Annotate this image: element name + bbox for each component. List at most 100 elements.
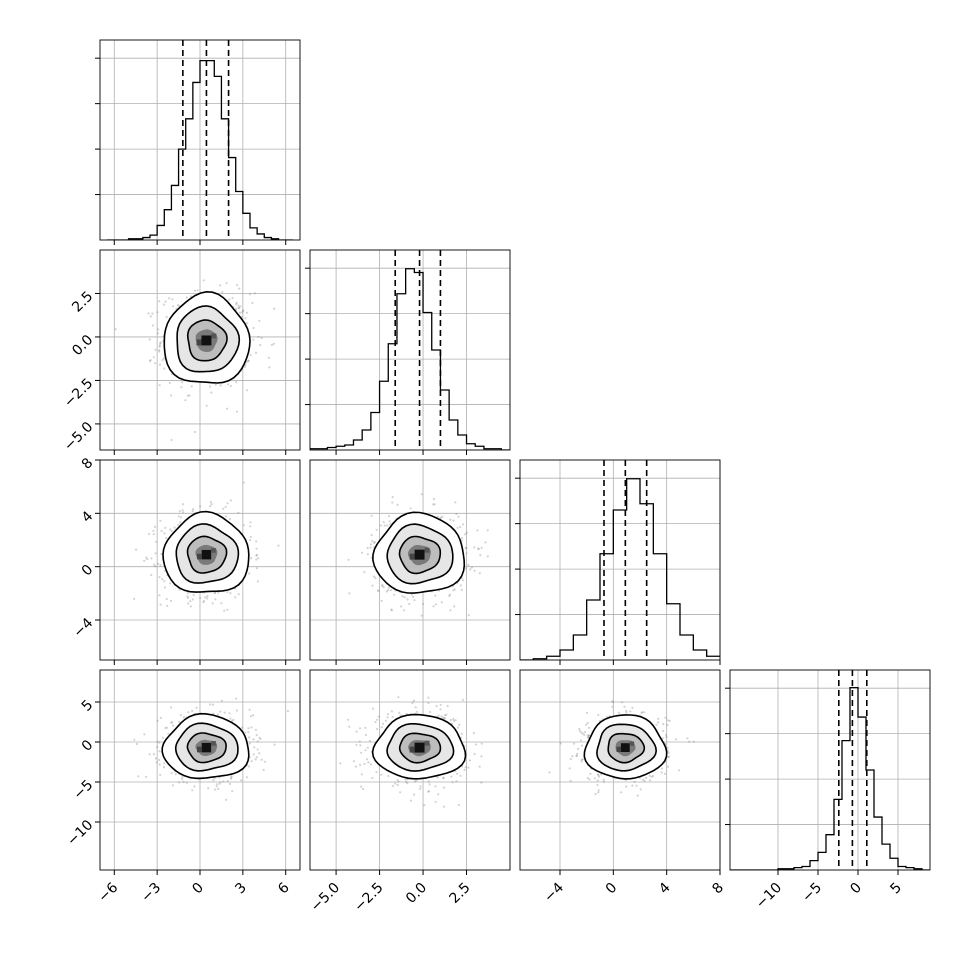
density-cell	[211, 548, 216, 553]
scatter-point	[262, 768, 265, 772]
scatter-point	[160, 529, 163, 533]
scatter-point	[398, 711, 401, 714]
scatter-point	[238, 287, 241, 290]
scatter-point	[249, 354, 252, 357]
panel-frame	[519, 669, 721, 871]
scatter-point	[387, 589, 390, 592]
scatter-point	[661, 767, 664, 770]
scatter-point	[432, 605, 435, 608]
scatter-point	[246, 322, 249, 325]
scatter-point	[177, 515, 180, 518]
scatter-point	[223, 609, 226, 612]
scatter-point	[433, 503, 436, 506]
scatter-point	[391, 495, 394, 499]
scatter-point	[434, 594, 437, 597]
scatter-point	[135, 548, 138, 551]
scatter-point	[414, 780, 417, 783]
scatter-point	[581, 732, 584, 735]
scatter-point	[643, 779, 646, 782]
scatter-point	[453, 605, 456, 608]
panel-3-1: −5.0 −2.5 0.0 2.5	[308, 669, 511, 915]
scatter-point	[412, 595, 415, 599]
scatter-point	[235, 301, 238, 304]
scatter-point	[182, 780, 185, 784]
y-tick-label: −5.0	[61, 419, 96, 454]
scatter-point	[379, 524, 383, 527]
scatter-point	[692, 740, 696, 743]
scatter-point	[581, 758, 585, 761]
density-cell	[424, 740, 430, 746]
scatter-point	[442, 777, 445, 780]
scatter-point	[158, 344, 161, 347]
scatter-point	[226, 407, 229, 410]
scatter-point	[214, 591, 217, 594]
scatter-point	[222, 507, 225, 510]
scatter-point	[662, 729, 665, 733]
scatter-point	[369, 546, 372, 549]
scatter-point	[229, 717, 232, 720]
scatter-point	[463, 768, 466, 772]
density-core	[201, 742, 212, 753]
scatter-point	[158, 345, 161, 348]
scatter-point	[273, 743, 276, 746]
scatter-point	[352, 760, 356, 763]
scatter-point	[193, 289, 196, 292]
scatter-point	[621, 701, 624, 704]
y-tick-label: −5	[70, 777, 96, 803]
scatter-point	[657, 721, 660, 724]
scatter-point	[376, 718, 379, 721]
y-tick-label: 0	[79, 562, 97, 580]
scatter-point	[226, 502, 229, 505]
scatter-point	[376, 589, 379, 592]
scatter-point	[158, 300, 161, 303]
scatter-point	[263, 760, 266, 763]
scatter-point	[664, 716, 667, 719]
scatter-point	[156, 740, 159, 743]
scatter-point	[236, 410, 239, 413]
scatter-point	[154, 757, 158, 760]
scatter-point	[602, 778, 605, 782]
scatter-point	[259, 737, 262, 741]
scatter-point	[253, 292, 257, 295]
scatter-point	[234, 596, 237, 599]
scatter-point	[248, 708, 251, 711]
scatter-point	[256, 748, 259, 751]
scatter-point	[232, 718, 235, 722]
scatter-point	[228, 712, 231, 715]
scatter-point	[435, 705, 438, 708]
scatter-point	[189, 605, 192, 608]
scatter-point	[397, 696, 400, 699]
scatter-point	[185, 781, 188, 784]
scatter-point	[159, 341, 162, 344]
scatter-point	[449, 609, 452, 612]
scatter-point	[486, 555, 489, 558]
panel-frame	[309, 249, 511, 451]
scatter-point	[473, 569, 476, 572]
scatter-point	[173, 526, 176, 529]
scatter-point	[258, 752, 261, 755]
scatter-point	[157, 328, 160, 331]
scatter-point	[205, 404, 208, 407]
scatter-point	[273, 307, 276, 310]
scatter-point	[387, 515, 391, 518]
scatter-point	[383, 524, 386, 527]
scatter-point	[674, 738, 678, 741]
scatter-point	[397, 780, 400, 783]
scatter-point	[247, 731, 250, 734]
scatter-point	[580, 739, 583, 742]
scatter-point	[238, 311, 242, 314]
scatter-point	[162, 357, 165, 360]
scatter-point	[133, 738, 136, 741]
scatter-point	[440, 601, 443, 604]
scatter-point	[428, 790, 431, 793]
scatter-point	[202, 279, 205, 282]
scatter-point	[185, 296, 188, 299]
scatter-point	[171, 298, 174, 301]
scatter-point	[457, 515, 460, 518]
scatter-point	[188, 394, 191, 397]
scatter-point	[348, 725, 351, 728]
scatter-point	[396, 778, 399, 782]
scatter-point	[374, 577, 377, 580]
scatter-point	[236, 284, 239, 287]
x-tick-label: 3	[232, 880, 250, 898]
